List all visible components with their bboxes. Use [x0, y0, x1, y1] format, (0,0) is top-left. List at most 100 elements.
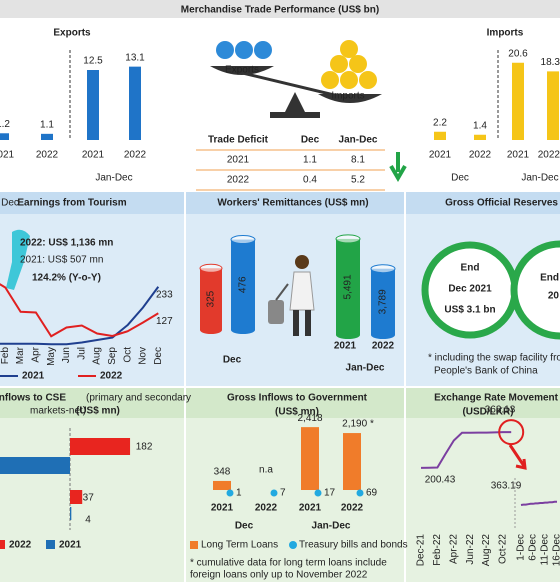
value-label: 182: [136, 442, 153, 453]
bar: [129, 66, 141, 140]
bar: [70, 507, 72, 520]
bar: [41, 133, 53, 140]
x-tick-label: Jun-22: [465, 534, 476, 565]
panel-title: Gross Inflows to Government: [227, 393, 368, 404]
x-tick-label: Jun: [61, 347, 72, 363]
value-label: 18.3: [541, 57, 560, 68]
value-label: 2,190 *: [342, 419, 374, 430]
note: * including the swap facility fro: [428, 353, 560, 364]
table-header: Trade Deficit: [208, 135, 269, 146]
value-label: 325: [206, 290, 217, 307]
balance-illustration: [210, 40, 382, 118]
legend-label: Long Term Loans: [201, 540, 278, 551]
down-arrow: [389, 152, 407, 182]
x-tick-label: Aug: [92, 347, 103, 365]
legend-label: 2022: [100, 371, 123, 382]
value-label: 2.2: [433, 117, 447, 128]
group-label: Jan-Dec: [346, 363, 385, 374]
x-tick-label: 6-Dec: [528, 534, 539, 561]
x-tick-label: Apr: [31, 346, 42, 362]
unit: (US$ mn): [275, 407, 319, 418]
unit: (USD/LKR): [462, 407, 513, 418]
bar: [547, 71, 559, 140]
value-label: 37: [83, 493, 95, 504]
dot: [226, 489, 234, 497]
tourism-line: 124.2% (Y-o-Y): [32, 273, 101, 284]
year-label: 2021: [82, 150, 105, 161]
unit: (US$ mn): [76, 406, 120, 417]
legend-label: 2021: [59, 540, 82, 551]
end-label: 233: [156, 289, 173, 300]
panel-title: Exports: [53, 28, 91, 39]
scale-label: Exports: [225, 65, 259, 76]
x-tick-label: Sep: [107, 347, 118, 365]
x-tick-label: Feb-22: [432, 534, 443, 566]
group-label: Jan-Dec: [95, 173, 132, 184]
value-label: 2,418: [297, 413, 322, 424]
value-label: 363.13: [485, 405, 516, 416]
dot: [270, 489, 278, 497]
value-label: 7: [280, 488, 286, 499]
group-label: Dec: [1, 198, 19, 209]
panel-title: Earnings from Tourism: [17, 198, 126, 209]
group-label: Jan-Dec: [312, 521, 351, 532]
reserve-text: End: [461, 263, 480, 274]
line-series: [420, 431, 512, 469]
row2-header: [0, 192, 560, 214]
subtitle: (primary and secondary: [86, 393, 191, 404]
line-series: [0, 283, 159, 338]
tourism-line: 2022: US$ 1,136 mn: [20, 238, 113, 249]
reserve-text: US$ 3.1 bn: [444, 305, 495, 316]
highlight-ring: [498, 419, 525, 446]
note: * cumulative data for long term loans in…: [190, 558, 387, 569]
table-cell: 1.1: [303, 155, 317, 166]
bar: [301, 427, 319, 490]
year-label: 2022: [372, 341, 395, 352]
value-label: 1: [236, 488, 242, 499]
cylinder-top: [335, 234, 361, 244]
subtitle: markets-net): [30, 406, 86, 417]
bar: [434, 131, 446, 140]
group-label: Dec: [451, 173, 469, 184]
value-label: 5,491: [343, 274, 354, 299]
value-label: 3,789: [378, 289, 389, 314]
panel-title: Workers' Remittances (US$ mn): [217, 198, 368, 209]
x-tick-label: Nov: [138, 347, 149, 365]
page-title: Merchandise Trade Performance (US$ bn): [181, 5, 379, 16]
note: foreign loans only up to November 2022: [190, 570, 368, 581]
year-label: 2022: [124, 150, 147, 161]
year-label: 2022: [341, 503, 364, 514]
line-series: [520, 500, 557, 506]
value-label: 348: [214, 467, 231, 478]
year-label: 2022: [36, 150, 59, 161]
x-tick-label: May: [46, 347, 57, 366]
legend-swatch: [0, 540, 5, 549]
tourist-silhouette: [6, 229, 30, 290]
line-series: [0, 286, 160, 346]
reserve-ring: [510, 240, 560, 340]
bar: [213, 480, 231, 490]
value-label: 12.5: [83, 56, 103, 67]
cylinder-top: [230, 235, 256, 245]
legend-swatch: [190, 541, 198, 549]
group-label: Dec: [223, 355, 242, 366]
table-header: Dec: [301, 135, 320, 146]
x-tick-label: Feb: [0, 347, 11, 365]
x-tick-label: Mar: [15, 346, 26, 364]
x-tick-label: Aug-22: [481, 534, 492, 567]
x-tick-label: Oct: [122, 347, 133, 363]
year-label: 2022: [469, 150, 492, 161]
value-label: 20.6: [508, 48, 528, 59]
table-cell: 2021: [227, 155, 250, 166]
x-tick-label: Jul: [76, 347, 87, 360]
title-band: [0, 0, 560, 18]
table-header: Jan-Dec: [339, 135, 378, 146]
year-label: 2021: [299, 503, 322, 514]
note: People's Bank of China: [434, 366, 538, 377]
panel-title: Gross Official Reserves: [445, 198, 558, 209]
reserve-text: 20: [548, 291, 560, 302]
bar: [0, 457, 70, 474]
legend-swatch: [289, 541, 297, 549]
year-label: 2021: [211, 503, 234, 514]
